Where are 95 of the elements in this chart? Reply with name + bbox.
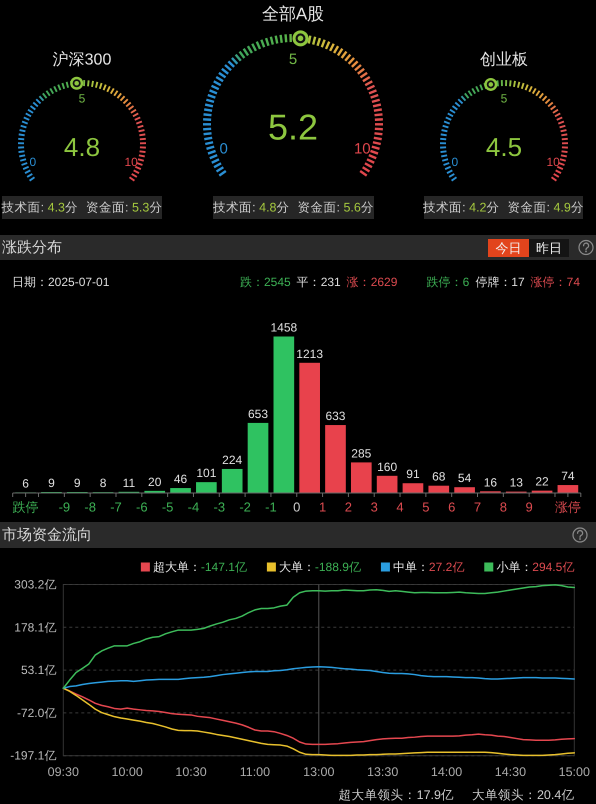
text: 创业板 bbox=[480, 50, 528, 68]
x-tick-label: 8 bbox=[500, 500, 507, 514]
data-label: 91 bbox=[406, 467, 420, 482]
x-tick-label: 13:00 bbox=[303, 765, 334, 779]
data-label: 285 bbox=[351, 446, 372, 460]
x-tick-label: -6 bbox=[136, 500, 148, 514]
legend-label: 超大单：-147.1亿 bbox=[152, 560, 247, 574]
text: 昨日 bbox=[536, 240, 562, 256]
data-label: 101 bbox=[196, 466, 217, 480]
text: 停牌：17 bbox=[475, 275, 525, 289]
x-tick-label: 6 bbox=[448, 500, 456, 514]
data-label: 4.8 bbox=[64, 132, 100, 162]
y-tick-label: 178.1亿 bbox=[14, 620, 56, 634]
data-label: 20 bbox=[148, 474, 162, 489]
text: 0 bbox=[220, 140, 228, 158]
x-tick-label: 10:00 bbox=[112, 765, 143, 779]
x-tick-label: -3 bbox=[214, 500, 226, 514]
text: 涨：2629 bbox=[346, 275, 398, 289]
data-label: 54 bbox=[458, 471, 472, 486]
text: 跌停：6 bbox=[426, 275, 470, 289]
data-label: 11 bbox=[122, 476, 136, 490]
text: 超大单领头：17.9亿 bbox=[338, 788, 454, 802]
x-tick-label: 15:00 bbox=[558, 765, 590, 779]
x-tick-label: 14:30 bbox=[494, 765, 526, 779]
x-tick-label: -8 bbox=[84, 500, 96, 514]
text: 平：231 bbox=[296, 275, 342, 289]
x-tick-label: -7 bbox=[110, 500, 122, 514]
data-label: 4.5 bbox=[486, 132, 522, 162]
text: 0 bbox=[452, 154, 459, 169]
x-tick-label: -2 bbox=[239, 500, 251, 514]
x-tick-label: 0 bbox=[293, 500, 300, 514]
text: 资金面: 4.9分 bbox=[508, 200, 584, 214]
data-label: 13 bbox=[510, 476, 524, 490]
text: 5 bbox=[288, 51, 298, 68]
x-tick-label: -5 bbox=[162, 500, 174, 514]
y-tick-label: -72.0亿 bbox=[16, 706, 56, 720]
x-tick-label: 14:00 bbox=[430, 765, 462, 779]
data-label: 6 bbox=[22, 476, 30, 490]
text: 技术面: 4.8分 bbox=[212, 200, 290, 214]
y-tick-label: 53.1亿 bbox=[20, 663, 56, 678]
text: 5 bbox=[78, 91, 86, 106]
text: 日期：2025-07-01 bbox=[12, 275, 110, 289]
legend-label: 中单：27.2亿 bbox=[392, 560, 464, 574]
x-tick-label: 2 bbox=[344, 500, 352, 514]
data-label: 22 bbox=[535, 474, 550, 489]
x-tick-label: 5 bbox=[422, 500, 430, 514]
x-tick-label: -9 bbox=[58, 500, 70, 514]
y-tick-label: -197.1亿 bbox=[10, 748, 56, 763]
data-label: 68 bbox=[432, 470, 446, 484]
x-tick-label: 7 bbox=[474, 500, 482, 514]
data-label: 9 bbox=[48, 476, 56, 490]
x-tick-label: 10:30 bbox=[175, 765, 207, 779]
text: 10 bbox=[354, 140, 371, 158]
text: 5 bbox=[500, 91, 508, 106]
text: 全部A股 bbox=[262, 4, 324, 24]
x-tick-label: 涨停 bbox=[554, 500, 581, 514]
chart-title: 市场资金流向 bbox=[2, 526, 92, 544]
text: 大单领头：20.4亿 bbox=[472, 788, 574, 802]
x-tick-label: -1 bbox=[265, 500, 277, 514]
legend-label: 小单：294.5亿 bbox=[496, 560, 574, 574]
data-label: 5.2 bbox=[268, 106, 318, 148]
x-tick-label: 13:30 bbox=[367, 765, 398, 779]
x-tick-label: 跌停 bbox=[12, 500, 39, 514]
data-label: 16 bbox=[484, 475, 498, 490]
x-tick-label: 9 bbox=[526, 500, 533, 514]
x-tick-label: 11:00 bbox=[240, 765, 270, 779]
text: 沪深300 bbox=[52, 50, 112, 68]
data-label: 8 bbox=[100, 476, 107, 490]
x-tick-label: -4 bbox=[188, 500, 200, 514]
data-label: 1458 bbox=[270, 320, 298, 334]
data-label: 9 bbox=[74, 476, 81, 490]
data-label: 160 bbox=[377, 460, 398, 474]
data-label: 224 bbox=[222, 452, 243, 467]
data-label: 74 bbox=[561, 469, 575, 484]
data-label: 633 bbox=[325, 409, 346, 424]
chart-title: 涨跌分布 bbox=[2, 239, 62, 256]
text: 10 bbox=[546, 154, 560, 169]
text: 今日 bbox=[496, 240, 522, 256]
text: 技术面: 4.2分 bbox=[422, 200, 500, 214]
text: 技术面: 4.3分 bbox=[0, 200, 78, 214]
data-label: 653 bbox=[248, 406, 268, 421]
text: 跌：2545 bbox=[240, 275, 292, 289]
text: 涨停：74 bbox=[530, 275, 580, 289]
legend-label: 大单：-188.9亿 bbox=[278, 560, 361, 574]
x-tick-label: 1 bbox=[318, 500, 326, 514]
text: 0 bbox=[30, 154, 37, 169]
text: 资金面: 5.3分 bbox=[86, 200, 162, 214]
data-label: 1213 bbox=[296, 346, 324, 361]
data-label: 46 bbox=[174, 472, 188, 486]
x-tick-label: 3 bbox=[370, 500, 378, 514]
y-tick-label: 303.2亿 bbox=[14, 578, 56, 592]
x-tick-label: 09:30 bbox=[48, 765, 79, 779]
text: 10 bbox=[124, 154, 138, 169]
x-tick-label: 4 bbox=[396, 500, 404, 514]
text: 资金面: 5.6分 bbox=[298, 200, 374, 214]
